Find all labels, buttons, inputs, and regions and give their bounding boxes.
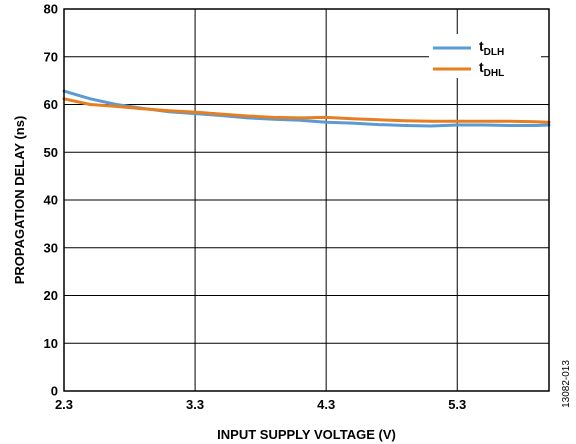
y-tick-label: 40 (44, 193, 58, 208)
figure-id: 13082-013 (561, 360, 572, 408)
plot-frame (63, 8, 550, 392)
y-axis-ticks: 0 10 20 30 40 50 60 70 80 (44, 2, 58, 399)
y-tick-label: 10 (44, 336, 58, 351)
y-tick-label: 20 (44, 288, 58, 303)
grid-lines (64, 9, 549, 391)
y-tick-label: 50 (44, 145, 58, 160)
legend-label: tDHL (479, 59, 504, 79)
x-tick-label: 2.3 (55, 397, 73, 412)
series-line-tDHL (62, 97, 551, 124)
y-tick-label: 60 (44, 97, 58, 112)
y-tick-label: 70 (44, 49, 58, 64)
legend-label: tDLH (479, 38, 504, 58)
legend-background (429, 34, 541, 78)
y-axis-title: PROPAGATION DELAY (ns) (12, 116, 27, 285)
x-axis-ticks: 2.3 3.3 4.3 5.3 (55, 397, 466, 412)
x-tick-label: 4.3 (317, 397, 335, 412)
series-lines (62, 89, 551, 128)
y-tick-label: 0 (51, 384, 58, 399)
x-axis-title: INPUT SUPPLY VOLTAGE (V) (217, 427, 396, 442)
y-tick-label: 30 (44, 240, 58, 255)
y-tick-label: 80 (44, 2, 58, 17)
x-tick-label: 3.3 (186, 397, 204, 412)
x-tick-label: 5.3 (448, 397, 466, 412)
